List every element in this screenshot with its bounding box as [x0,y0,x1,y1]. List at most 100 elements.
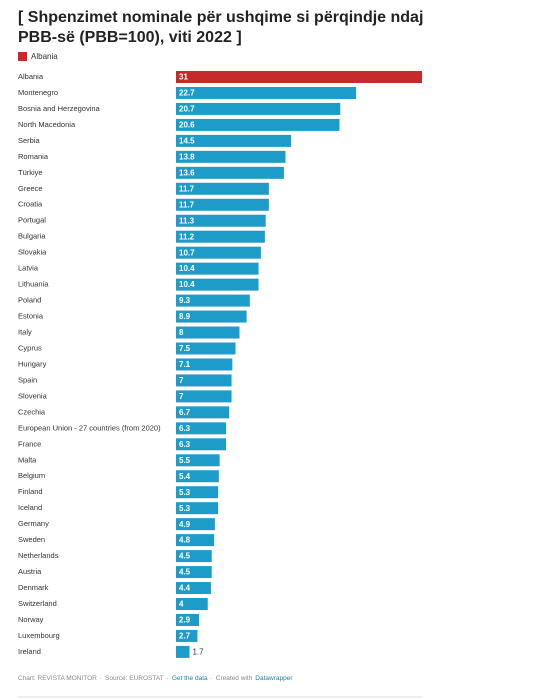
category-label: Croatia [18,200,43,209]
value-label: 20.7 [179,105,195,114]
value-label: 4.4 [179,584,191,593]
bar [176,182,269,195]
bar [176,422,226,435]
bar [176,406,230,419]
value-label: 5.3 [179,504,191,513]
category-label: Germany [18,519,49,528]
category-label: Ireland [18,647,41,656]
category-label: Lithuania [18,280,49,289]
category-label: Greece [18,184,43,193]
bar [176,278,259,291]
legend-swatch [18,52,27,61]
value-label: 11.3 [179,216,195,225]
value-label: 20.6 [179,121,195,130]
value-label: 6.3 [179,440,191,449]
bar [176,102,341,115]
footer-credit: Chart: REVISTA MONITOR [18,675,97,682]
bar [176,582,211,595]
category-label: Norway [18,615,44,624]
bar [176,629,198,642]
category-label: Slovakia [18,248,47,257]
value-label: 10.4 [179,280,195,289]
bar [176,71,422,83]
bar [176,454,220,467]
value-label: 7 [179,376,184,385]
bar [176,502,219,515]
bar [176,246,261,259]
category-label: Latvia [18,264,39,273]
bar [176,230,265,243]
value-label: 7 [179,392,184,401]
bar [176,645,190,658]
value-label: 7.5 [179,344,191,353]
category-label: Finland [18,487,43,496]
category-label: Czechia [18,407,46,416]
category-label: Albania [18,72,44,81]
category-label: Denmark [18,583,49,592]
category-label: Switzerland [18,599,57,608]
value-label: 10.4 [179,264,195,273]
bar [176,150,286,163]
category-label: Serbia [18,136,41,145]
category-label: Cyprus [18,343,42,352]
bar [176,566,212,579]
footer-link[interactable]: Get the data [172,675,208,682]
value-label: 2.7 [179,632,191,641]
bar [176,598,208,611]
footer-link[interactable]: Datawrapper [255,675,293,682]
value-label: 7.1 [179,360,191,369]
value-label: 6.3 [179,424,191,433]
category-label: Montenegro [18,88,58,97]
value-label: 9.3 [179,296,191,305]
category-label: Sweden [18,535,45,544]
footer-source: Source: EUROSTAT [105,675,164,682]
category-label: Bulgaria [18,232,46,241]
value-label: 4.9 [179,520,191,529]
category-label: Italy [18,328,32,337]
bar [176,326,240,339]
value-label: 13.6 [179,168,195,177]
bar [176,518,215,531]
legend-label: Albania [31,52,58,61]
footer-created: Created with [216,675,253,682]
value-label: 8.9 [179,312,191,321]
bar [176,470,219,483]
value-label: 11.7 [179,200,195,209]
value-label: 6.7 [179,408,191,417]
chart-title: [ Shpenzimet nominale për ushqime si për… [18,9,424,46]
value-label: 13.8 [179,152,195,161]
value-label: 5.5 [179,456,191,465]
category-label: European Union - 27 countries (from 2020… [18,423,161,432]
bar [176,613,200,626]
value-label: 2.9 [179,616,191,625]
bar [176,118,340,131]
value-label: 31 [179,73,188,82]
category-label: Slovenia [18,391,48,400]
bar [176,166,284,179]
category-label: Luxembourg [18,631,60,640]
bar [176,262,259,275]
value-label: 14.5 [179,136,195,145]
bar [176,374,232,387]
bar [176,358,233,371]
value-label: 5.3 [179,488,191,497]
footer-separator: · [211,675,213,682]
category-label: Netherlands [18,551,59,560]
category-label: Hungary [18,359,47,368]
bar [176,342,236,355]
value-label: 1.7 [192,648,204,657]
bar [176,86,357,99]
value-label: 4.5 [179,552,191,561]
bar [176,390,232,403]
category-label: Spain [18,375,37,384]
category-label: Iceland [18,503,42,512]
bar [176,486,219,499]
value-label: 4 [179,600,184,609]
category-label: Belgium [18,471,45,480]
value-label: 4.5 [179,568,191,577]
bar [176,214,266,227]
value-label: 5.4 [179,472,191,481]
bar [176,198,269,211]
